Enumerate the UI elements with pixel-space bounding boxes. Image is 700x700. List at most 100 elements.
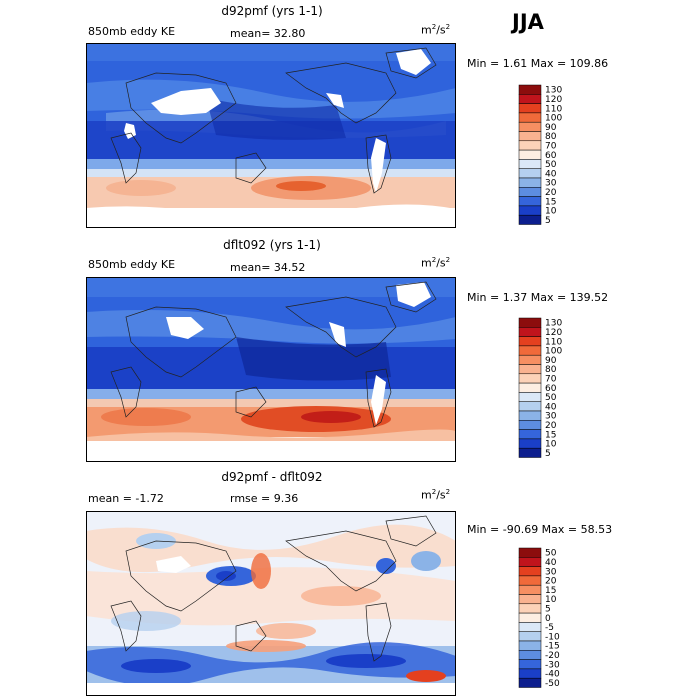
colorbar-swatch	[518, 622, 542, 632]
panel-1-field-label: 850mb eddy KE	[88, 25, 176, 38]
colorbar-swatch	[518, 668, 542, 679]
colorbar-level-label: 90	[545, 123, 557, 133]
colorbar-swatch	[518, 84, 542, 95]
colorbar-level-label: 120	[545, 328, 562, 338]
colorbar-swatch	[518, 584, 542, 595]
panel-3-units: m2/s2	[421, 488, 451, 502]
colorbar-swatch	[518, 566, 542, 577]
colorbar-swatch	[518, 603, 542, 614]
panel-2-minmax: Min = 1.37 Max = 139.52	[467, 291, 609, 304]
colorbar-level-label: 50	[545, 393, 557, 403]
colorbar-swatch	[518, 677, 542, 688]
colorbar-level-label: 100	[545, 114, 562, 124]
panel-2-map	[86, 277, 456, 462]
panel-3-colorbar: 50 40 30 20 15 10 5 0 -5 -10 -15 -20 -30 -40 -50	[518, 547, 578, 692]
colorbar-level-label: 30	[545, 179, 557, 189]
colorbar-swatch	[518, 640, 542, 651]
colorbar-swatch	[518, 392, 542, 402]
colorbar-level-label: -10	[545, 632, 560, 642]
panel-3-minmax: Min = -90.69 Max = 58.53	[467, 523, 613, 536]
colorbar-swatch	[518, 205, 542, 216]
colorbar-swatch	[518, 354, 542, 365]
colorbar-swatch	[518, 547, 542, 558]
colorbar-level-label: 20	[545, 421, 557, 431]
colorbar-level-label: 60	[545, 151, 557, 161]
colorbar-level-label: 90	[545, 356, 557, 366]
colorbar-swatch	[518, 594, 542, 605]
panel-3-rmse: rmse = 9.36	[230, 492, 299, 505]
panel-1-colorbar: 130 120 110 100 90 80 70 60 50 40 30 20 15 10 5	[518, 84, 578, 229]
colorbar-swatch	[518, 447, 542, 458]
colorbar-swatch	[518, 364, 542, 375]
panel-1-units: m2/s2	[421, 23, 451, 37]
colorbar-swatch	[518, 187, 542, 197]
colorbar-swatch	[518, 214, 542, 225]
panel-2-field-label: 850mb eddy KE	[88, 258, 176, 271]
colorbar-level-label: 10	[545, 440, 557, 450]
colorbar-level-label: 40	[545, 402, 557, 412]
panel-2-units: m2/s2	[421, 256, 451, 270]
colorbar-level-label: -30	[545, 660, 560, 670]
colorbar-swatch	[518, 557, 542, 567]
panel-1-map	[86, 43, 456, 228]
colorbar-level-label: 30	[545, 567, 557, 577]
panel-1-mean: mean= 32.80	[230, 27, 306, 40]
colorbar-swatch	[518, 612, 542, 623]
panel-1-title: d92pmf (yrs 1-1)	[221, 4, 323, 18]
colorbar-level-label: 10	[545, 207, 557, 217]
colorbar-level-label: 80	[545, 365, 557, 375]
colorbar-swatch	[518, 631, 542, 642]
panel-2-mean: mean= 34.52	[230, 261, 306, 274]
colorbar-level-label: 130	[545, 319, 562, 329]
colorbar-swatch	[518, 410, 542, 421]
colorbar-swatch	[518, 168, 542, 179]
colorbar-level-label: -40	[545, 670, 560, 680]
colorbar-swatch	[518, 317, 542, 328]
colorbar-level-label: -50	[545, 679, 560, 689]
colorbar-swatch	[518, 420, 542, 430]
colorbar-level-label: -5	[545, 623, 554, 633]
colorbar-level-label: 110	[545, 337, 562, 347]
colorbar-swatch	[518, 373, 542, 384]
panel-3-mean: mean = -1.72	[88, 492, 164, 505]
colorbar-level-label: 40	[545, 558, 557, 568]
season-label: JJA	[512, 10, 544, 34]
colorbar-swatch	[518, 336, 542, 347]
panel-2-colorbar: 130 120 110 100 90 80 70 60 50 40 30 20 15 10 5	[518, 317, 578, 462]
colorbar-level-label: 40	[545, 169, 557, 179]
colorbar-level-label: 10	[545, 595, 557, 605]
colorbar-level-label: 80	[545, 132, 557, 142]
colorbar-swatch	[518, 121, 542, 132]
panel-2-title: dflt092 (yrs 1-1)	[223, 238, 321, 252]
colorbar-level-label: 70	[545, 141, 557, 151]
colorbar-level-label: 120	[545, 95, 562, 105]
colorbar-swatch	[518, 149, 542, 160]
colorbar-level-label: -15	[545, 642, 560, 652]
panel-3-map	[86, 511, 456, 696]
colorbar-level-label: 100	[545, 347, 562, 357]
colorbar-level-label: 110	[545, 104, 562, 114]
colorbar-level-label: 15	[545, 586, 556, 596]
colorbar-swatch	[518, 659, 542, 670]
colorbar-level-label: 15	[545, 197, 556, 207]
colorbar-level-label: 50	[545, 160, 557, 170]
colorbar-swatch	[518, 177, 542, 188]
colorbar-swatch	[518, 196, 542, 207]
colorbar-swatch	[518, 94, 542, 104]
colorbar-level-label: 5	[545, 604, 551, 614]
colorbar-swatch	[518, 140, 542, 151]
colorbar-swatch	[518, 112, 542, 123]
panel-1-minmax: Min = 1.61 Max = 109.86	[467, 57, 609, 70]
colorbar-swatch	[518, 103, 542, 114]
colorbar-level-label: 30	[545, 412, 557, 422]
colorbar-swatch	[518, 159, 542, 169]
colorbar-level-label: 5	[545, 216, 551, 226]
colorbar-swatch	[518, 401, 542, 412]
colorbar-level-label: -20	[545, 651, 560, 661]
colorbar-swatch	[518, 575, 542, 586]
colorbar-level-label: 130	[545, 86, 562, 96]
colorbar-swatch	[518, 327, 542, 337]
colorbar-level-label: 70	[545, 374, 557, 384]
colorbar-swatch	[518, 650, 542, 660]
